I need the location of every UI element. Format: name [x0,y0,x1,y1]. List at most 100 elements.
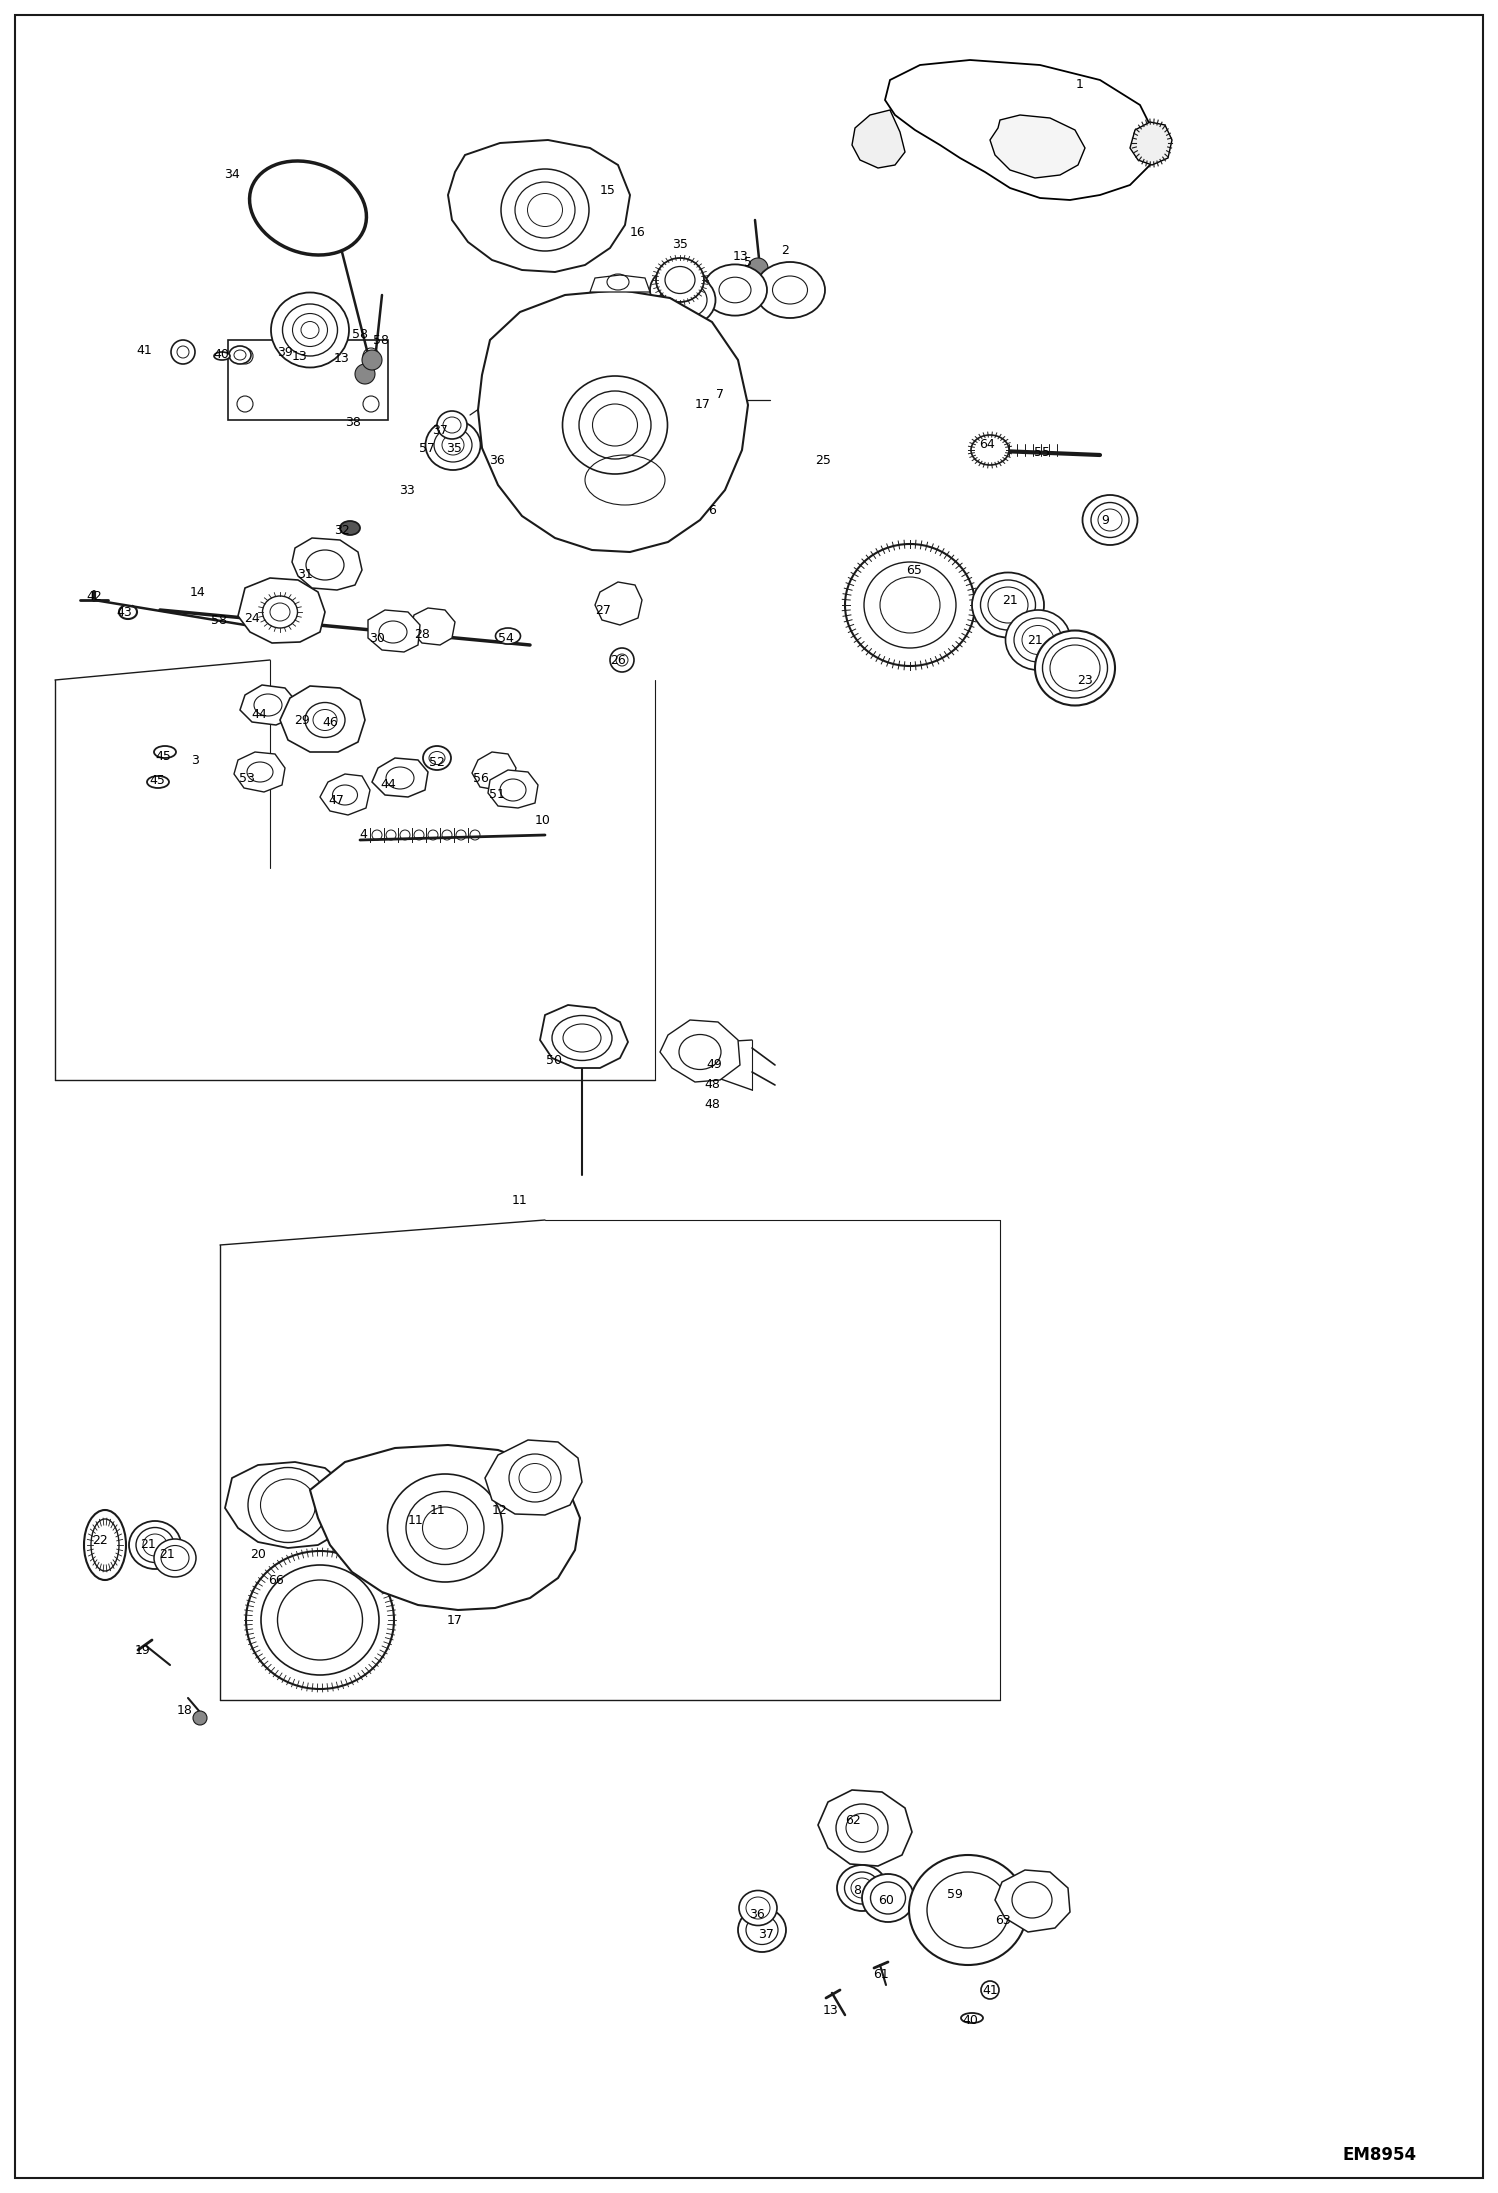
Text: 20: 20 [250,1548,267,1561]
Polygon shape [234,752,285,792]
Text: 42: 42 [85,590,102,603]
Text: 38: 38 [345,414,361,428]
Circle shape [193,1711,207,1726]
Polygon shape [448,140,631,272]
Polygon shape [238,579,325,643]
Ellipse shape [84,1511,126,1579]
Text: 21: 21 [159,1548,175,1561]
Polygon shape [280,686,366,752]
Text: 47: 47 [328,794,345,807]
Text: 19: 19 [135,1643,151,1656]
Ellipse shape [229,346,252,364]
Text: 13: 13 [822,2004,839,2018]
Text: 37: 37 [758,1928,774,1941]
Polygon shape [885,59,1155,200]
Text: 45: 45 [156,750,171,763]
Ellipse shape [129,1522,181,1568]
Ellipse shape [909,1855,1028,1965]
Text: 48: 48 [704,1079,721,1092]
Text: 17: 17 [695,399,712,412]
Ellipse shape [971,434,1010,465]
Ellipse shape [703,265,767,316]
Text: 44: 44 [380,779,395,792]
Text: 44: 44 [252,708,267,721]
Ellipse shape [214,353,231,360]
Ellipse shape [496,627,520,645]
Text: 41: 41 [136,344,151,357]
Text: 6: 6 [709,504,716,518]
Polygon shape [661,1020,740,1081]
Text: 62: 62 [845,1814,861,1827]
Text: 24: 24 [244,612,259,625]
Text: 33: 33 [398,482,415,496]
Text: 64: 64 [980,439,995,452]
Polygon shape [372,759,428,796]
Polygon shape [310,1445,580,1610]
Text: 5: 5 [745,257,752,268]
Ellipse shape [650,265,710,314]
Ellipse shape [739,1908,786,1952]
Polygon shape [228,340,388,421]
Polygon shape [369,610,419,651]
Ellipse shape [321,715,343,726]
Ellipse shape [271,292,349,368]
Text: 12: 12 [493,1504,508,1518]
Polygon shape [1129,123,1171,164]
Text: 45: 45 [150,774,165,787]
Text: 57: 57 [419,441,434,454]
Ellipse shape [739,1890,777,1925]
Text: 7: 7 [716,388,724,401]
Text: 50: 50 [545,1053,562,1066]
Ellipse shape [755,261,825,318]
Polygon shape [818,1789,912,1866]
Ellipse shape [972,572,1044,638]
Polygon shape [472,752,515,789]
Text: 9: 9 [1101,513,1109,526]
Text: 32: 32 [334,524,351,537]
Text: 21: 21 [1028,634,1043,647]
Text: 53: 53 [240,772,255,785]
Polygon shape [488,770,538,807]
Text: 22: 22 [91,1533,108,1546]
Text: 66: 66 [268,1575,285,1586]
Ellipse shape [154,746,175,759]
Text: 29: 29 [294,713,310,726]
Ellipse shape [1035,632,1115,706]
Polygon shape [410,607,455,645]
Ellipse shape [425,421,481,469]
Text: 35: 35 [446,441,461,454]
Text: 40: 40 [213,349,229,362]
Text: 61: 61 [873,1969,888,1982]
Ellipse shape [962,2013,983,2022]
Text: 58: 58 [352,329,369,342]
Text: 18: 18 [177,1704,193,1717]
Polygon shape [990,114,1085,178]
Ellipse shape [147,776,169,787]
Ellipse shape [422,746,451,770]
Ellipse shape [861,1875,914,1921]
Polygon shape [478,289,748,553]
Polygon shape [225,1463,351,1548]
Text: 56: 56 [473,772,488,785]
Circle shape [610,647,634,671]
Text: 11: 11 [407,1513,424,1526]
Polygon shape [590,274,650,292]
Text: 8: 8 [852,1884,861,1897]
Ellipse shape [1011,118,1065,182]
Text: 17: 17 [446,1614,463,1627]
Text: 31: 31 [297,568,313,581]
Polygon shape [595,581,643,625]
Text: 35: 35 [673,239,688,252]
Text: 15: 15 [601,184,616,197]
Text: 11: 11 [512,1193,527,1206]
Text: 26: 26 [610,654,626,667]
Text: 21: 21 [1002,594,1017,607]
Ellipse shape [1083,496,1137,546]
Polygon shape [240,684,295,726]
Circle shape [171,340,195,364]
Ellipse shape [1005,610,1071,671]
Circle shape [363,351,382,371]
Text: 41: 41 [983,1982,998,1996]
Text: 21: 21 [141,1539,156,1550]
Text: 34: 34 [225,169,240,182]
